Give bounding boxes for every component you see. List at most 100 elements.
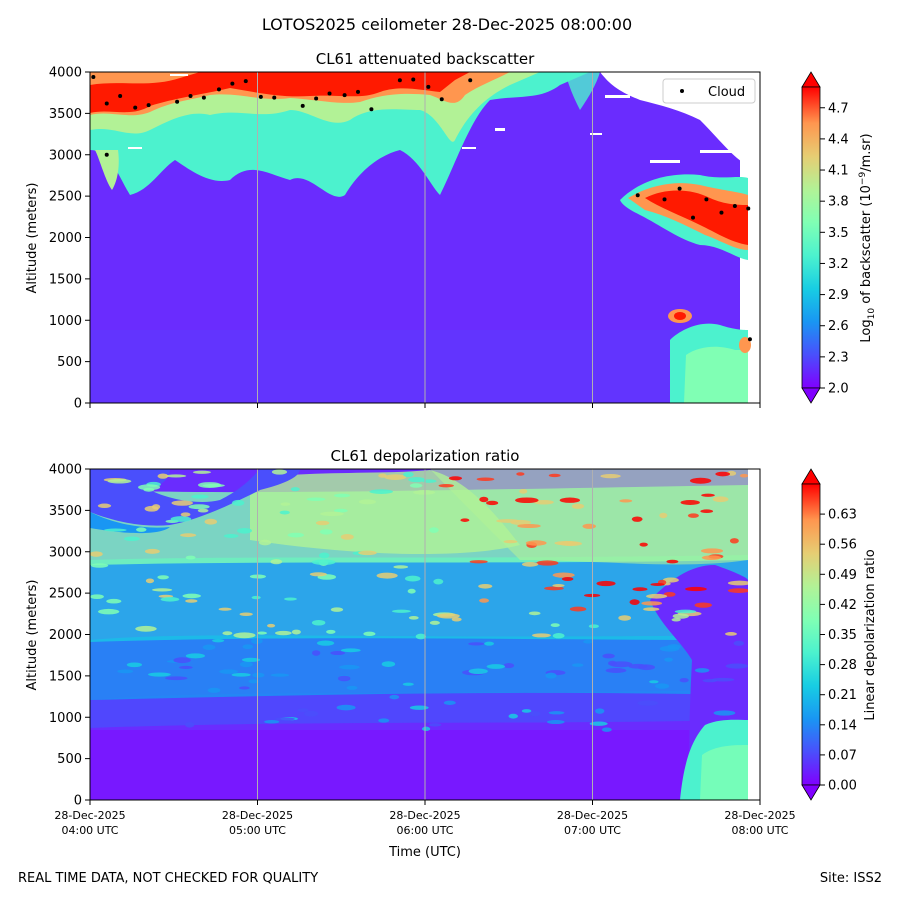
depol-speckle <box>381 661 396 667</box>
depol-speckle <box>144 548 160 554</box>
depol-speckle <box>484 641 495 646</box>
depol-speckle <box>415 633 427 640</box>
x-tick-time: 04:00 UTC <box>61 824 118 837</box>
depol-speckle <box>550 623 560 628</box>
depol-speckle <box>700 509 714 514</box>
legend-marker <box>680 89 684 93</box>
depol-speckle <box>503 540 518 544</box>
depol-speckle <box>659 512 668 519</box>
colorbar-tick-label: 0.00 <box>828 779 857 794</box>
figure-title: LOTOS2025 ceilometer 28-Dec-2025 08:00:0… <box>262 15 632 34</box>
depol-speckle <box>554 540 579 546</box>
depol-speckle <box>185 555 196 560</box>
cloud-point <box>327 91 332 96</box>
depol-speckle <box>185 653 205 659</box>
cloud-point <box>439 97 444 102</box>
cloud-point <box>719 210 724 215</box>
backscatter-gridlines <box>257 72 593 403</box>
depol-speckle <box>496 519 520 523</box>
x-tick-date: 28-Dec-2025 <box>389 809 460 822</box>
depol-speckle <box>290 487 300 492</box>
depol-speckle <box>476 477 495 481</box>
y-tick-label: 500 <box>57 752 82 767</box>
depol-speckle <box>552 633 565 639</box>
footer-quality-note: REAL TIME DATA, NOT CHECKED FOR QUALITY <box>18 871 318 886</box>
depol-speckle <box>274 717 295 721</box>
depol-speckle <box>152 588 173 592</box>
depol-speckle <box>218 607 232 611</box>
depol-speckle <box>219 669 238 674</box>
cloud-point <box>118 93 123 98</box>
cloud-point <box>691 215 695 220</box>
y-tick-label: 3000 <box>49 545 82 560</box>
depol-speckle <box>479 496 489 503</box>
legend: Cloud <box>662 78 756 104</box>
cloud-point <box>369 107 374 112</box>
depol-speckle <box>157 473 169 479</box>
depol-speckle <box>233 632 256 639</box>
depol-speckle <box>727 588 750 594</box>
depol-speckle <box>117 669 134 674</box>
depol-speckle <box>608 660 617 666</box>
depol-speckle <box>436 613 460 619</box>
depol-speckle <box>185 599 198 603</box>
depol-speckle <box>443 700 456 705</box>
depol-speckle <box>197 508 209 513</box>
depol-speckle <box>107 478 132 484</box>
y-tick-label: 1000 <box>49 314 82 329</box>
depol-speckle <box>311 650 321 656</box>
depol-speckle <box>391 609 411 613</box>
depol-speckle <box>569 606 587 612</box>
depol-speckle <box>469 560 488 564</box>
depol-speckle <box>588 624 599 629</box>
depol-speckle <box>478 583 493 589</box>
depol-speckle <box>674 609 697 614</box>
backscatter-title: CL61 attenuated backscatter <box>316 50 535 68</box>
depol-speckle <box>231 673 251 677</box>
depol-speckle <box>180 512 191 517</box>
depol-speckle <box>600 474 621 479</box>
x-tick-date: 28-Dec-2025 <box>222 809 293 822</box>
depol-speckle <box>529 711 541 717</box>
y-tick-label: 1500 <box>49 272 82 287</box>
depol-speckle <box>188 504 210 510</box>
depol-speckle <box>173 657 191 664</box>
depol-speckle <box>503 662 515 669</box>
colorbar-tick-label: 0.49 <box>828 568 857 583</box>
depolarization-panel: CL61 depolarization ratio <box>25 447 878 860</box>
depol-speckle <box>333 508 348 513</box>
depol-speckle <box>428 723 442 727</box>
depol-speckle <box>664 657 673 662</box>
depol-speckle <box>241 657 261 662</box>
depol-speckle <box>306 497 326 502</box>
cloud-point <box>662 197 667 202</box>
colorbar-tick-label: 2.6 <box>828 319 849 334</box>
depol-speckle <box>333 493 351 498</box>
backscatter-x-ticks <box>89 403 761 408</box>
depol-speckle <box>336 704 356 711</box>
depol-speckle <box>239 612 253 616</box>
depol-speckle <box>650 582 665 586</box>
depol-speckle <box>701 555 722 561</box>
x-tick-date: 28-Dec-2025 <box>724 809 795 822</box>
depol-speckle <box>637 700 659 706</box>
depol-speckle <box>517 523 541 529</box>
depol-speckle <box>291 629 301 635</box>
depol-speckle <box>559 497 581 503</box>
depol-speckle <box>468 668 488 675</box>
depol-speckle <box>340 534 354 540</box>
cloud-point <box>747 337 752 342</box>
depol-speckle <box>429 527 439 533</box>
depol-speckle <box>378 473 387 478</box>
depol-speckle <box>521 709 532 713</box>
x-tick-time: 06:00 UTC <box>396 824 453 837</box>
cloud-point <box>230 81 235 86</box>
depol-speckle <box>376 572 398 579</box>
colorbar-tick-label: 0.07 <box>828 748 857 763</box>
colorbar-tick-label: 0.56 <box>828 538 857 553</box>
depol-speckle <box>384 474 407 480</box>
cloud-point <box>635 193 640 198</box>
y-tick-label: 3500 <box>49 107 82 122</box>
depol-speckle <box>202 483 225 488</box>
depol-speckle <box>158 594 174 598</box>
